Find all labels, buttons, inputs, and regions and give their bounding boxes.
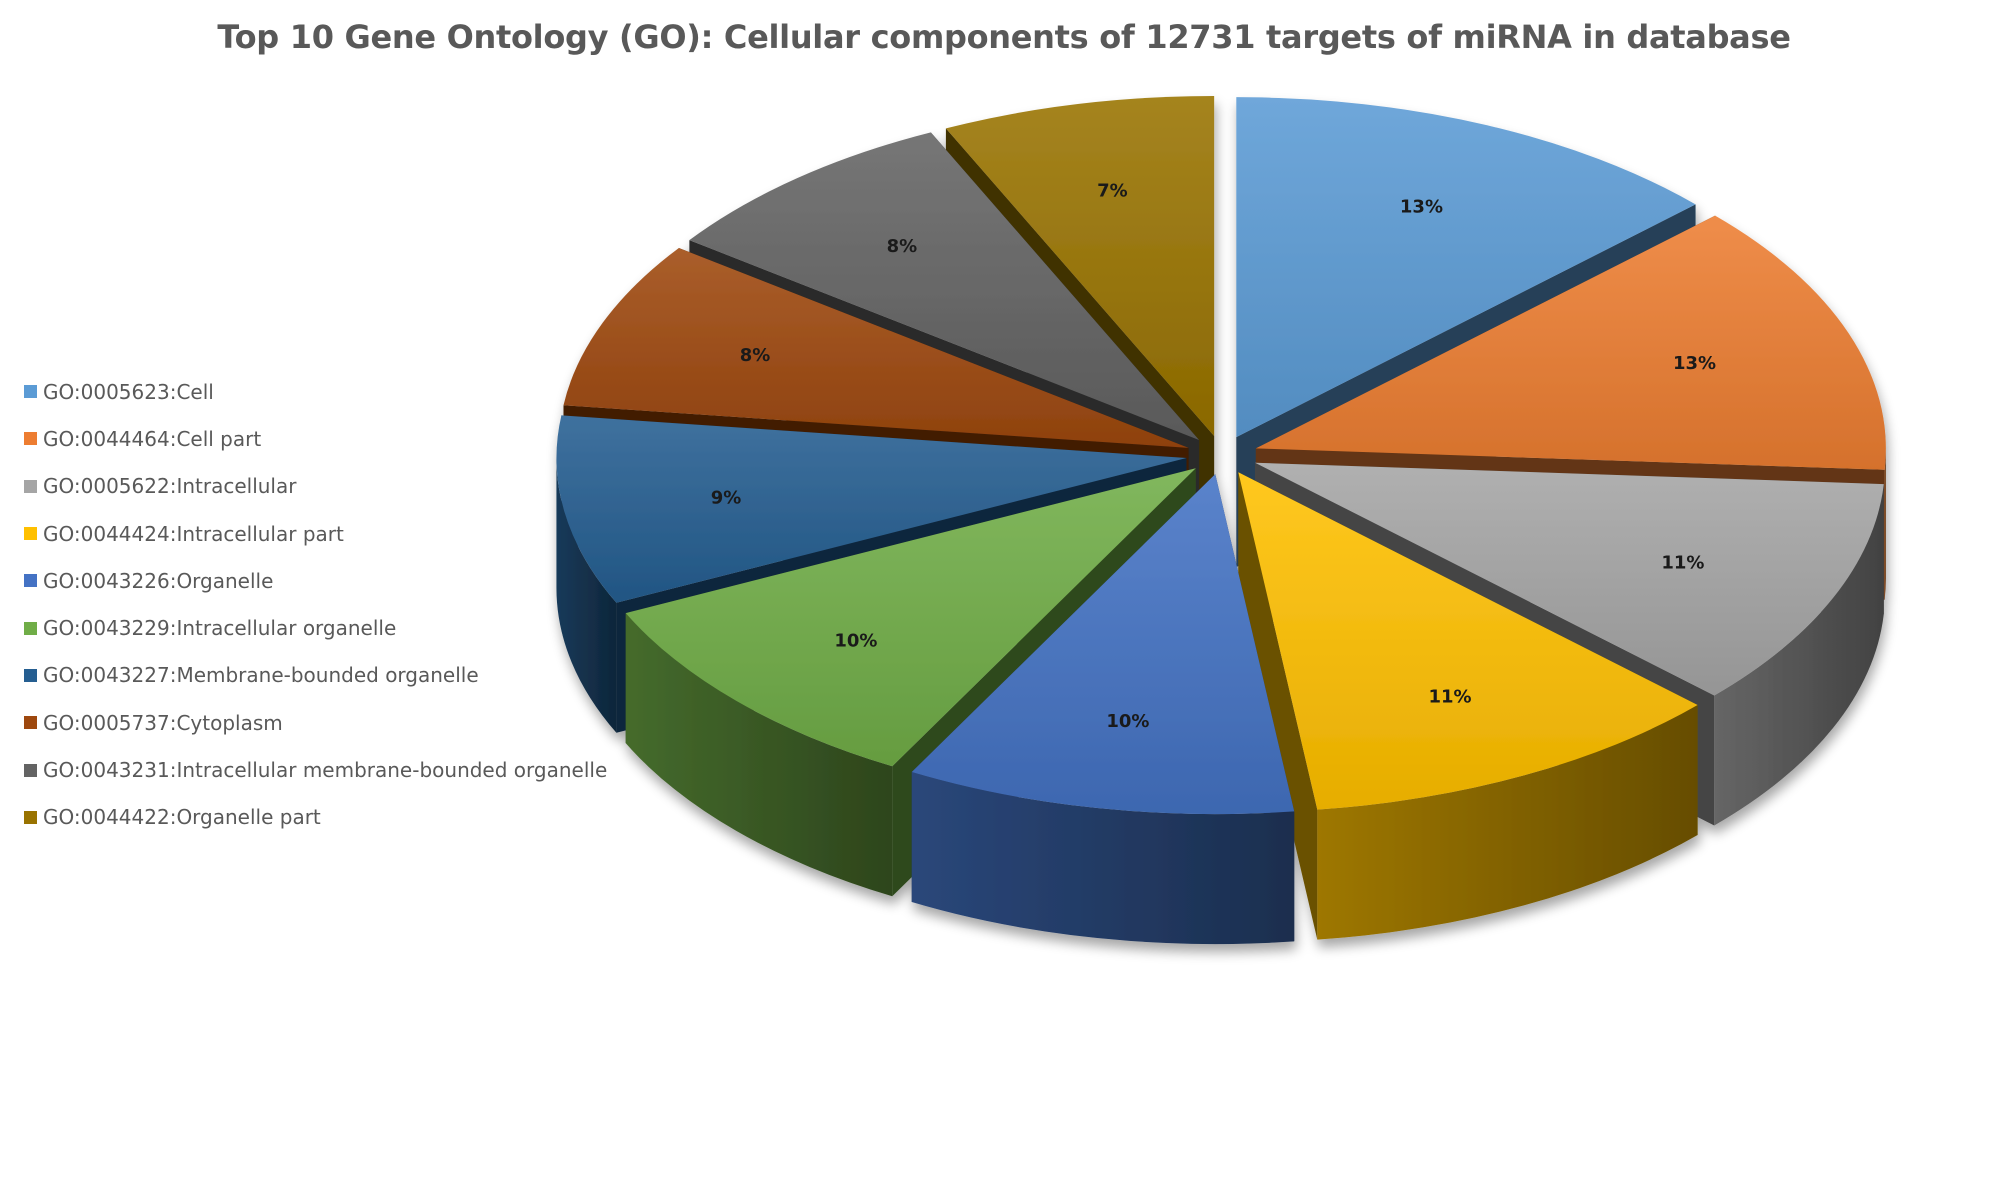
slice-top-face (689, 132, 1200, 441)
legend-entry: GO:0044424:Intracellular part (24, 510, 624, 557)
slice-outer-wall (1317, 705, 1698, 940)
legend-label: GO:0043226:Organelle (43, 568, 274, 593)
slice-side-wall (1238, 472, 1318, 940)
legend-label: GO:0005737:Cytoplasm (43, 710, 283, 735)
slice-top-face (625, 468, 1196, 767)
legend-entry: GO:0005622:Intracellular (24, 463, 624, 510)
slice-percent-label: 8% (740, 345, 771, 366)
legend-swatch (24, 668, 37, 682)
slice-percent-label: 13% (1400, 196, 1443, 217)
legend-label: GO:0043231:Intracellular membrane-bounde… (43, 758, 608, 783)
legend-swatch (24, 385, 37, 399)
legend-label: GO:0043227:Membrane-bounded organelle (43, 663, 479, 688)
slice-top-face (563, 248, 1189, 448)
slice-percent-label: 9% (711, 487, 742, 508)
slice-percent-label: 10% (1106, 711, 1149, 732)
legend-entry: GO:0044422:Organelle part (24, 794, 624, 841)
slice-top-face (1255, 215, 1886, 470)
legend-label: GO:0044424:Intracellular part (43, 521, 344, 546)
slice-percent-label: 8% (887, 236, 918, 257)
legend-entry: GO:0005737:Cytoplasm (24, 699, 624, 746)
slice-outer-wall (556, 458, 617, 733)
legend-swatch (24, 479, 37, 493)
pie-slice (1238, 472, 1698, 940)
legend-swatch (24, 621, 37, 635)
legend-swatch (24, 527, 37, 541)
slice-percent-label: 10% (834, 631, 877, 652)
legend-label: GO:0044422:Organelle part (43, 805, 321, 830)
slice-outer-wall (911, 772, 1295, 945)
slice-top-face (1255, 462, 1884, 696)
legend-swatch (24, 574, 37, 588)
slice-percent-label: 7% (1097, 180, 1128, 201)
slice-outer-wall (1714, 484, 1884, 826)
slice-outer-wall (1884, 448, 1886, 600)
legend-entry: GO:0043229:Intracellular organelle (24, 604, 624, 651)
legend-entry: GO:0043227:Membrane-bounded organelle (24, 652, 624, 699)
legend-swatch (24, 432, 37, 446)
legend-label: GO:0005622:Intracellular (43, 474, 297, 499)
slice-top-face (556, 415, 1187, 603)
legend-entry: GO:0044464:Cell part (24, 415, 624, 462)
slice-percent-label: 11% (1428, 686, 1471, 707)
legend-swatch (24, 810, 37, 824)
slice-top-face (1236, 97, 1696, 438)
slice-top-face (945, 96, 1215, 437)
legend-label: GO:0005623:Cell (43, 379, 214, 404)
legend-entry: GO:0043231:Intracellular membrane-bounde… (24, 746, 624, 793)
chart-title: Top 10 Gene Ontology (GO): Cellular comp… (217, 18, 1791, 56)
legend-entry: GO:0005623:Cell (24, 368, 624, 415)
pie-slice (911, 474, 1295, 945)
legend-label: GO:0043229:Intracellular organelle (43, 616, 397, 641)
slice-percent-label: 13% (1673, 353, 1716, 374)
slice-outer-wall (625, 613, 893, 897)
slice-top-face (1238, 472, 1698, 810)
legend-swatch (24, 763, 37, 777)
slice-top-face (911, 474, 1295, 815)
legend: GO:0005623:Cell GO:0044464:Cell part GO:00… (24, 368, 624, 841)
slice-percent-label: 11% (1661, 553, 1704, 574)
legend-label: GO:0044464:Cell part (43, 426, 262, 451)
legend-entry: GO:0043226:Organelle (24, 557, 624, 604)
legend-swatch (24, 716, 37, 730)
